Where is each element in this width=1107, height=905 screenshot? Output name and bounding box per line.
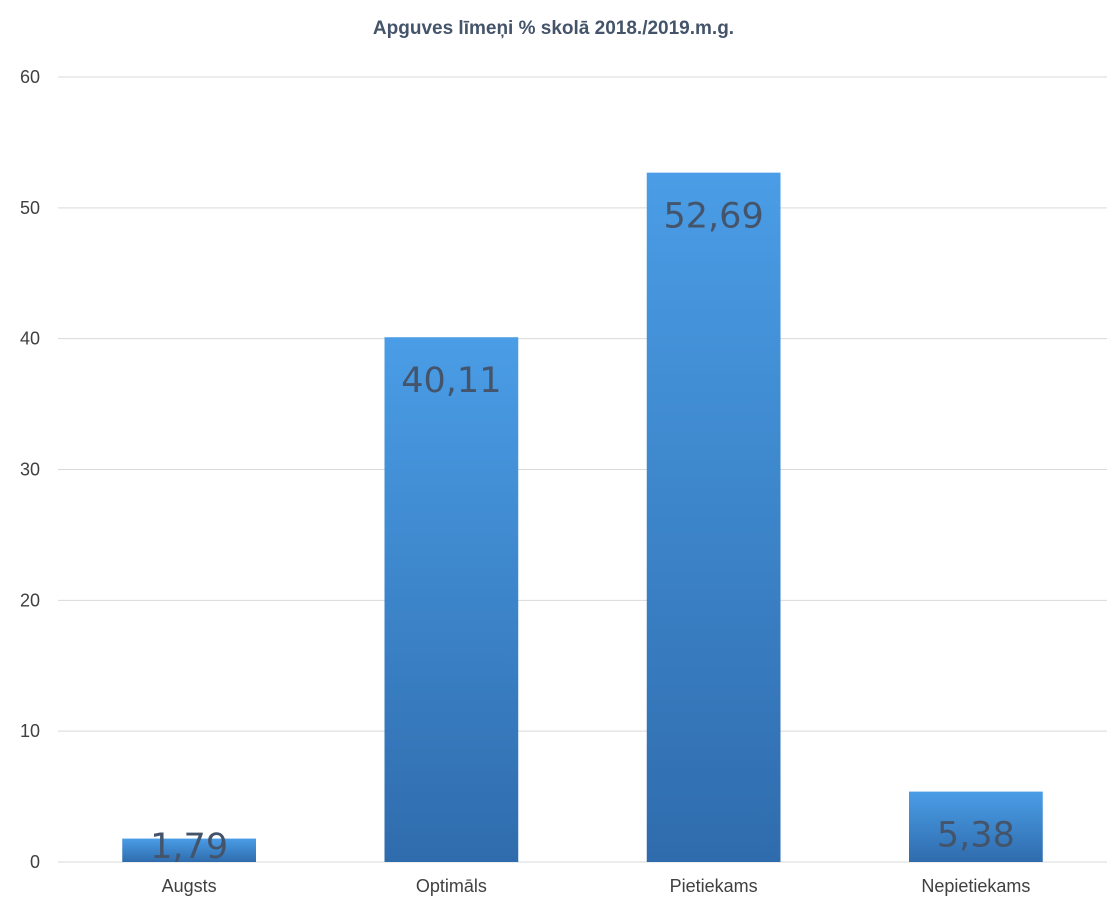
y-tick-label: 60 xyxy=(20,67,40,87)
y-tick-label: 10 xyxy=(20,721,40,741)
gridlines xyxy=(58,76,1107,863)
x-tick-label: Augsts xyxy=(162,876,217,896)
y-tick-label: 40 xyxy=(20,329,40,349)
bar xyxy=(122,838,256,862)
y-tick-label: 0 xyxy=(30,852,40,872)
data-label: 52,69 xyxy=(664,197,764,237)
x-tick-label: Pietiekams xyxy=(670,876,758,896)
y-tick-label: 30 xyxy=(20,460,40,480)
bar xyxy=(646,172,781,862)
bar xyxy=(909,791,1043,862)
chart-title: Apguves līmeņi % skolā 2018./2019.m.g. xyxy=(372,18,735,39)
x-tick-label: Optimāls xyxy=(416,876,487,896)
data-labels: 1,79 40,11 52,69 5,38 xyxy=(150,197,1015,867)
y-tick-label: 50 xyxy=(20,198,40,218)
y-axis: 0 10 20 30 40 50 60 xyxy=(20,67,40,872)
x-tick-label: Nepietiekams xyxy=(921,876,1030,896)
data-label: 40,11 xyxy=(401,361,501,401)
data-label: 5,38 xyxy=(937,816,1015,856)
bar xyxy=(384,337,519,862)
x-axis: Augsts Optimāls Pietiekams Nepietiekams xyxy=(162,876,1031,896)
y-tick-label: 20 xyxy=(20,590,40,610)
bars xyxy=(122,172,1043,862)
data-label: 1,79 xyxy=(150,827,228,867)
